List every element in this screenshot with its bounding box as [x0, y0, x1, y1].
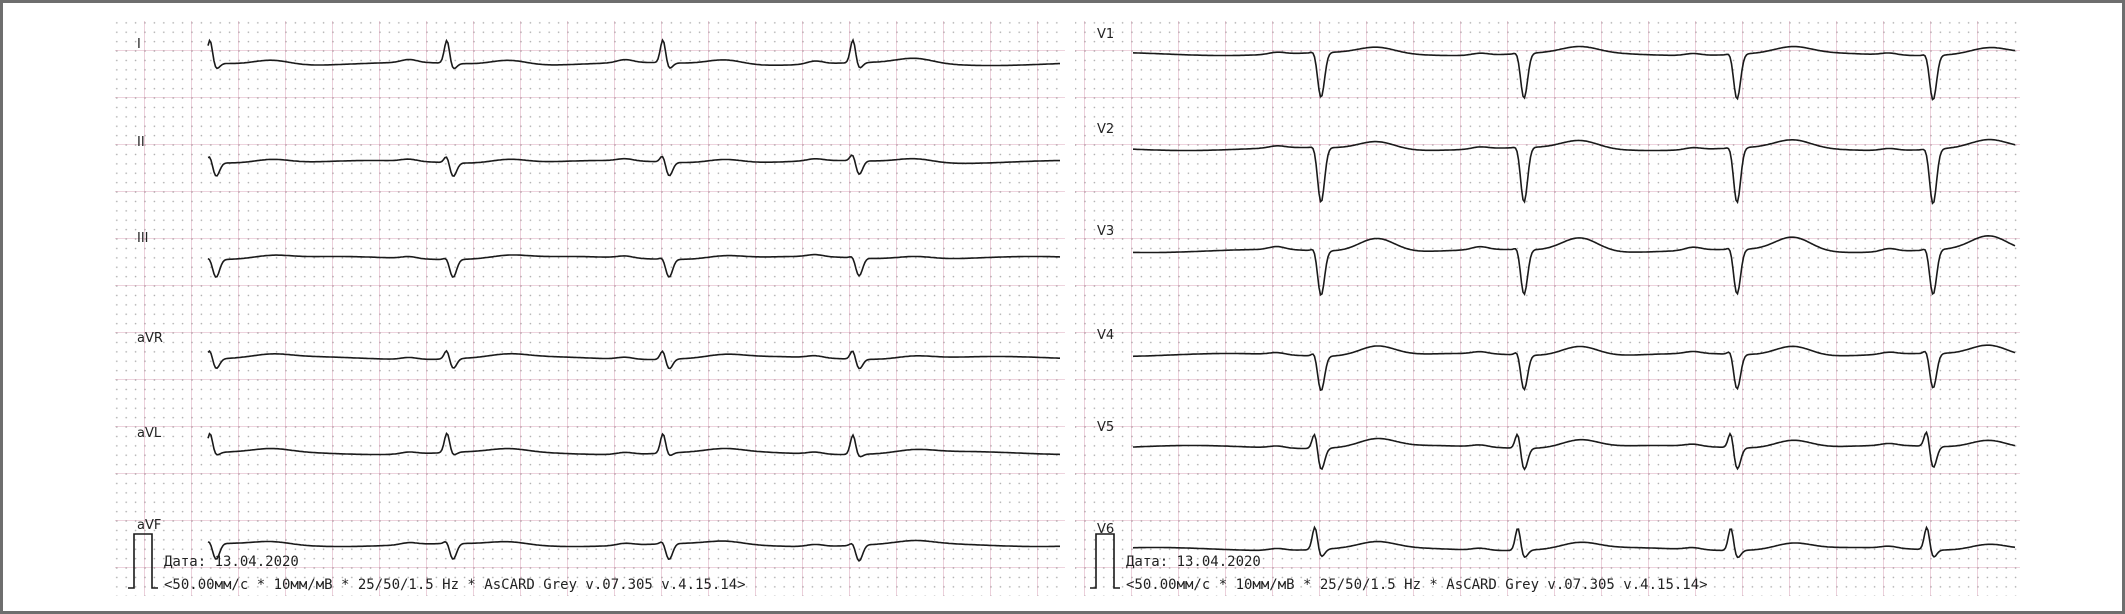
- ecg-trace: [207, 432, 1061, 458]
- ecg-trace: [207, 37, 1060, 70]
- ecg-trace: [1133, 138, 2016, 205]
- grid-major: [1075, 21, 2020, 596]
- lead-label: V4: [1097, 328, 1114, 343]
- lead-label: V3: [1097, 224, 1114, 239]
- calibration-pulse: [1090, 533, 1120, 589]
- ecg-trace: [207, 539, 1060, 563]
- lead-label: I: [137, 37, 141, 52]
- ecg-trace: [207, 253, 1061, 278]
- ecg-trace: [1132, 525, 2016, 559]
- ecg-trace: [1132, 344, 2016, 392]
- lead-label: V1: [1097, 27, 1114, 42]
- lead-label: aVF: [137, 518, 161, 533]
- grid-major: [115, 21, 1065, 596]
- ecg-trace: [1133, 234, 2016, 297]
- record-date: Дата: 13.04.2020: [1126, 554, 1261, 570]
- lead-label: V2: [1097, 122, 1114, 137]
- lead-label: aVL: [137, 426, 162, 441]
- record-date: Дата: 13.04.2020: [164, 554, 299, 570]
- lead-label: V5: [1097, 420, 1114, 435]
- ecg-trace: [207, 349, 1060, 370]
- record-settings: <50.00мм/с * 10мм/мВ * 25/50/1.5 Hz * As…: [164, 577, 746, 593]
- ecg-trace: [207, 154, 1060, 177]
- lead-label: II: [137, 135, 145, 150]
- record-settings: <50.00мм/с * 10мм/мВ * 25/50/1.5 Hz * As…: [1126, 577, 1708, 593]
- ecg-trace: [1132, 45, 2016, 101]
- lead-label: aVR: [137, 331, 163, 346]
- calibration-pulse: [128, 533, 158, 589]
- ecg-trace: [1133, 430, 2016, 471]
- lead-label: III: [137, 231, 149, 246]
